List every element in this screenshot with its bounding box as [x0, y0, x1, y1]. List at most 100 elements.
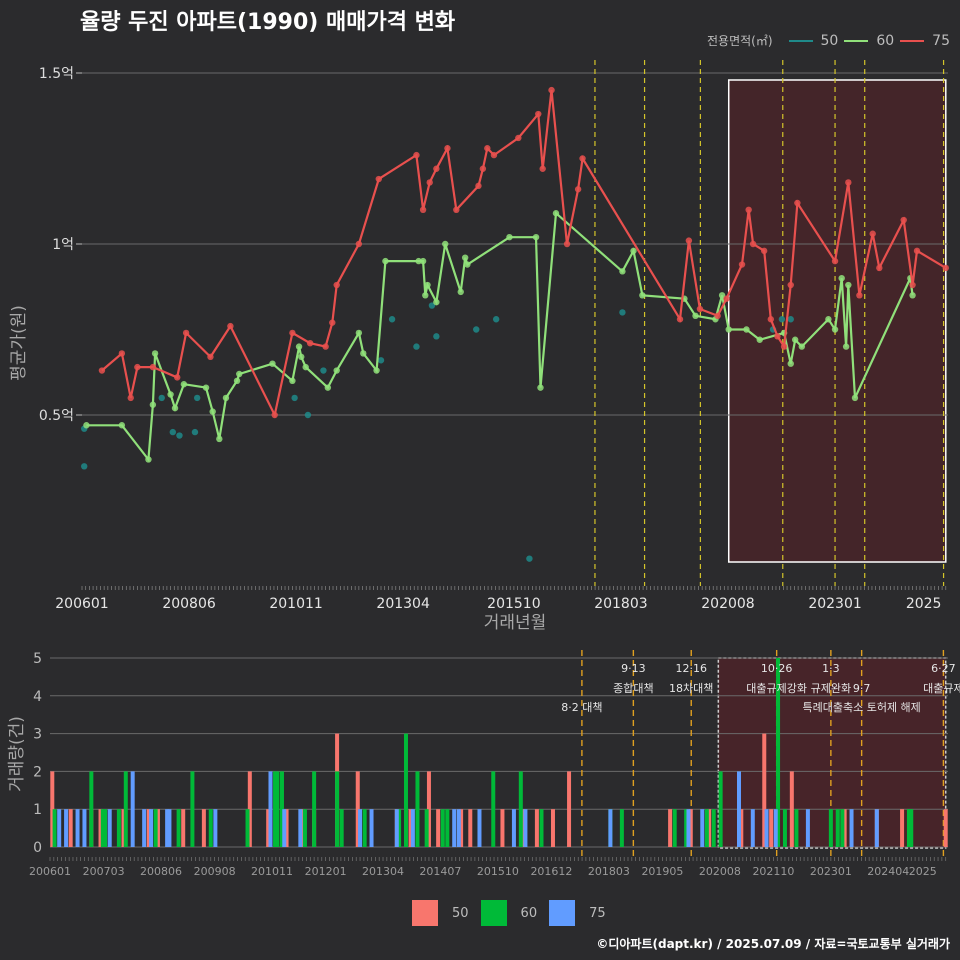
series-point-75 — [475, 182, 482, 190]
price-xtick-label: 201011 — [269, 596, 322, 612]
series-point-60 — [236, 370, 243, 378]
volume-bar-60 — [491, 771, 496, 847]
volume-bar-60 — [704, 809, 709, 847]
series-point-60 — [149, 401, 157, 408]
series-point-60 — [442, 240, 449, 248]
series-point-60 — [145, 456, 152, 463]
price-ytick-label: 1억 — [52, 237, 74, 253]
series-point-60 — [791, 336, 799, 343]
legend-top-label-75: 75 — [932, 32, 950, 49]
series-point-75 — [745, 206, 752, 213]
series-point-75 — [738, 261, 746, 268]
volume-bar-60 — [403, 733, 408, 847]
volume-bar-50 — [521, 809, 526, 847]
legend-bottom-swatch-75 — [549, 900, 576, 926]
policy-annotation: 1·3 — [822, 662, 840, 675]
volume-bar-50 — [739, 809, 744, 847]
volume-bar-50 — [155, 809, 160, 847]
policy-annotation: 종합대책 — [613, 682, 653, 695]
volume-bar-75 — [849, 809, 854, 847]
volume-bar-75 — [57, 809, 62, 847]
series-point-60 — [433, 298, 440, 306]
volume-bar-50 — [534, 809, 539, 847]
series-point-60 — [552, 210, 560, 217]
volume-bar-75 — [282, 809, 287, 847]
series-point-60 — [464, 261, 471, 268]
series-point-60 — [83, 422, 90, 429]
series-point-60 — [692, 312, 699, 320]
volume-bar-75 — [213, 809, 218, 847]
series-point-75 — [118, 350, 126, 357]
volume-bar-75 — [511, 809, 516, 847]
series-point-50 — [619, 309, 626, 316]
series-point-60 — [415, 257, 422, 265]
volume-ytick-label: 4 — [33, 689, 42, 705]
legend-top-item-50: 50 — [788, 32, 839, 49]
series-point-50 — [291, 394, 298, 402]
volume-bar-75 — [410, 809, 415, 847]
series-point-50 — [377, 357, 385, 364]
series-point-75 — [574, 186, 582, 193]
price-ytick-label: 0.5억 — [39, 408, 74, 424]
series-point-60 — [151, 350, 159, 357]
series-point-60 — [216, 435, 223, 443]
series-point-75 — [413, 151, 420, 159]
volume-bar-50 — [300, 809, 305, 847]
volume-bar-75 — [107, 809, 112, 847]
volume-bar-75 — [394, 809, 399, 847]
price-ytick-label: 1.5억 — [39, 66, 74, 82]
series-point-60 — [461, 254, 469, 261]
volume-bar-75 — [700, 809, 705, 847]
volume-bar-50 — [408, 809, 413, 847]
volume-bar-60 — [684, 809, 689, 847]
series-point-75 — [149, 363, 157, 371]
series-point-75 — [749, 240, 757, 248]
series-point-60 — [419, 257, 427, 265]
volume-bar-60 — [123, 771, 128, 847]
series-point-60 — [202, 384, 210, 391]
series-point-75 — [322, 343, 329, 350]
series-point-60 — [209, 408, 216, 415]
policy-annotation: 12·16 — [675, 662, 707, 675]
volume-ytick-label: 5 — [33, 651, 42, 667]
series-point-75 — [685, 237, 693, 244]
volume-bar-75 — [75, 809, 80, 847]
volume-xtick-label: 201510 — [477, 865, 519, 878]
volume-bar-75 — [82, 809, 87, 847]
volume-bar-50 — [900, 809, 905, 847]
volume-bar-50 — [284, 809, 289, 847]
series-point-60 — [506, 233, 513, 241]
volume-bar-60 — [89, 771, 94, 847]
series-point-75 — [227, 322, 234, 330]
volume-bar-50 — [550, 809, 555, 847]
legend-top-label-50: 50 — [820, 32, 839, 49]
legend-bottom-swatch-50 — [412, 900, 438, 926]
series-point-60 — [756, 336, 763, 343]
series-line-60 — [86, 210, 914, 463]
volume-bar-60 — [835, 809, 840, 847]
price-xtick-label: 201304 — [376, 596, 430, 612]
policy-annotation: 8·2 대책 — [561, 701, 602, 714]
series-point-75 — [98, 367, 106, 374]
volume-bar-60 — [116, 809, 121, 847]
volume-bar-50 — [668, 809, 673, 847]
volume-bar-60 — [176, 809, 181, 847]
series-point-75 — [453, 206, 460, 213]
policy-annotation: 6·27 — [931, 662, 956, 675]
price-x-axis-title: 거래년월 — [484, 613, 547, 633]
volume-bar-60 — [718, 771, 723, 847]
series-point-60 — [532, 233, 540, 241]
policy-annotation: 10·26 — [761, 662, 793, 675]
series-point-75 — [419, 206, 427, 213]
volume-xtick-label: 202008 — [699, 865, 741, 878]
volume-ytick-label: 3 — [33, 727, 42, 743]
volume-bar-75 — [456, 809, 461, 847]
volume-bar-60 — [190, 771, 195, 847]
price-chart-group: 0.5억 1억 1.5억 200601 200806 201011 201304 201510… — [9, 60, 949, 633]
policy-annotation: 규제완화 — [811, 682, 851, 695]
series-point-75 — [831, 257, 839, 265]
legend-bottom-swatch-60 — [480, 900, 507, 926]
price-xtick-label: 200806 — [162, 596, 216, 612]
series-point-50 — [787, 316, 794, 323]
